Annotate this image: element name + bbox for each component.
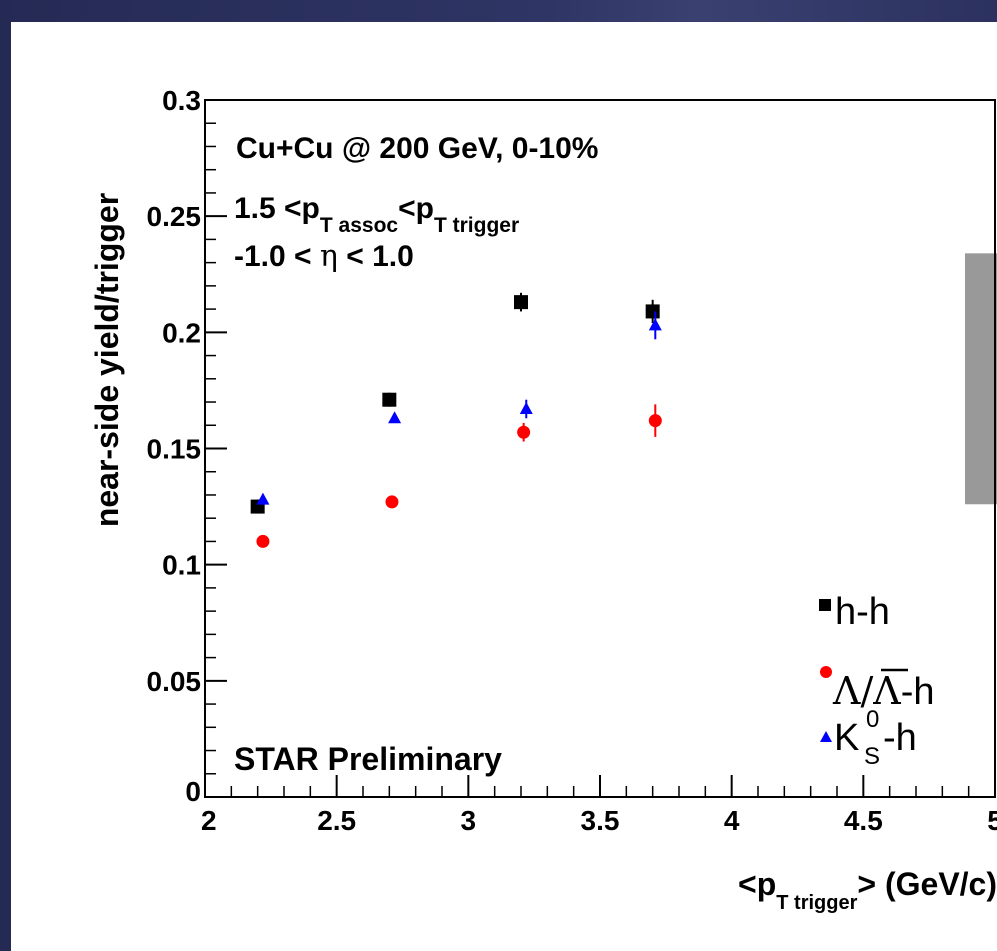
data-point-hh [645, 304, 660, 319]
data-point-k0s [519, 402, 533, 415]
chart-panel: 2 2.5 3 3.5 4 4.5 5 0 0.05 0.1 0.15 0.2 0.25 0.3 Cu+… [11, 22, 997, 951]
annotation-system: Cu+Cu @ 200 GeV, 0-10% [236, 132, 598, 165]
data-point-k0s [388, 411, 402, 424]
legend-label-k0s: K 0 S-h [834, 706, 917, 770]
x-tick-label: 3.5 [581, 805, 620, 836]
scatter-chart: 2 2.5 3 3.5 4 4.5 5 0 0.05 0.1 0.15 0.2 0.25 0.3 Cu+… [89, 85, 997, 914]
legend-label-hh: h-h [835, 591, 890, 633]
x-tick-label: 2.5 [317, 805, 356, 836]
slide-left-border [0, 0, 11, 951]
annotation-eta-range: -1.0 < η < 1.0 [234, 239, 414, 274]
data-point-lambda [517, 425, 531, 439]
x-tick-label: 3 [461, 805, 477, 836]
x-tick-label: 2 [201, 805, 217, 836]
y-tick-label: 0.05 [147, 666, 202, 697]
x-tick-label: 4 [724, 805, 740, 836]
data-points [250, 292, 662, 548]
legend-marker-lambda [820, 666, 832, 678]
annotation-pt-range: 1.5 <pT assoc<pT trigger [234, 192, 519, 237]
data-point-hh [514, 295, 528, 310]
data-point-lambda [256, 534, 270, 548]
y-tick-label: 0 [185, 776, 201, 807]
y-tick-label: 0.15 [147, 434, 202, 465]
legend-marker-k0s [820, 731, 832, 742]
y-axis-title: near-side yield/trigger [89, 193, 125, 527]
y-tick-label: 0.1 [162, 550, 201, 581]
star-preliminary-label: STAR Preliminary [234, 741, 502, 777]
y-tick-label: 0.25 [147, 201, 202, 232]
x-tick-label: 5 [987, 805, 997, 836]
data-point-lambda [648, 414, 662, 428]
x-tick-label: 4.5 [844, 805, 883, 836]
legend-marker-hh [819, 599, 831, 611]
y-axis-ticks: 0 0.05 0.1 0.15 0.2 0.25 0.3 [147, 85, 227, 807]
y-tick-label: 0.2 [162, 317, 201, 348]
y-tick-label: 0.3 [162, 85, 201, 116]
legend-label-lambda: Λ/Λ-h [832, 669, 935, 713]
data-point-k0s [648, 318, 662, 331]
data-point-k0s [256, 492, 270, 505]
data-point-lambda [385, 495, 399, 509]
legend: h-h Λ/Λ-h K 0 S-h [819, 591, 935, 770]
slide-top-border [0, 0, 997, 22]
data-point-hh [382, 392, 397, 407]
x-axis-title: <pT trigger> (GeV/c) [738, 866, 997, 914]
x-axis-ticks: 2 2.5 3 3.5 4 4.5 5 [201, 775, 997, 836]
systematic-uncertainty-band [965, 253, 997, 505]
